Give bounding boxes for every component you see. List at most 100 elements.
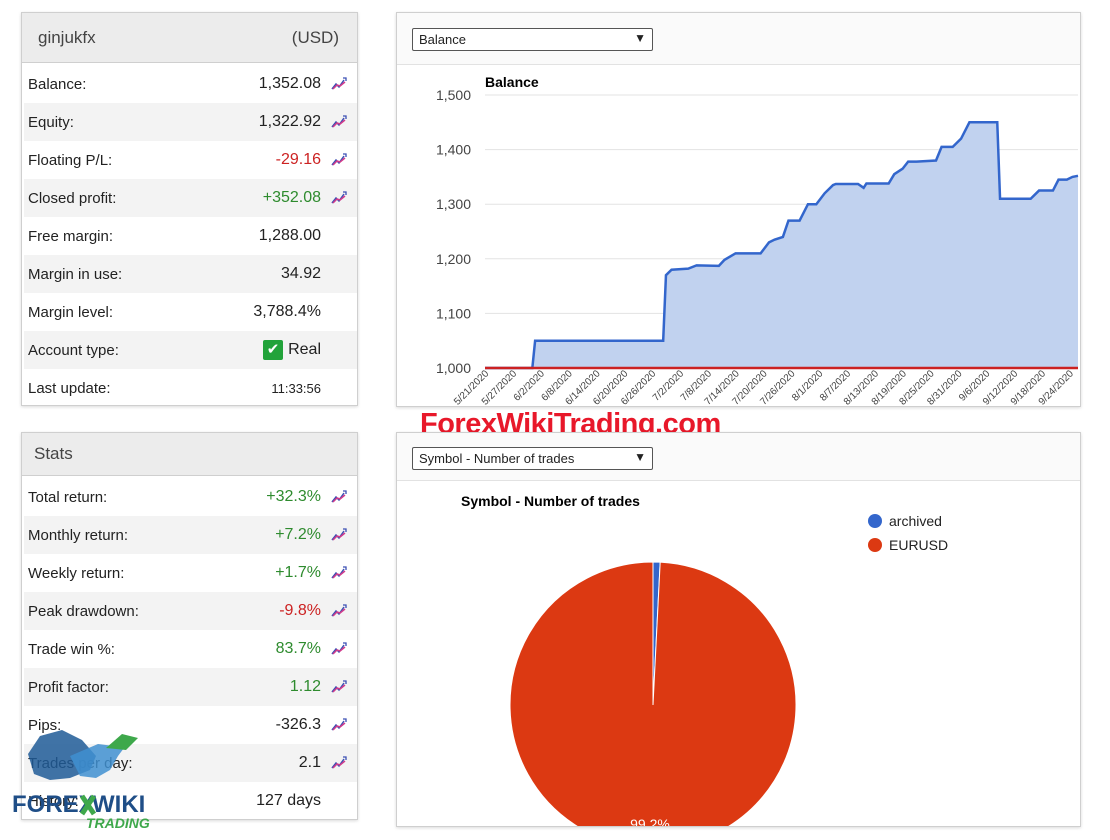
account-row-value: 1,288.00 [258,227,321,244]
account-row: Last update: 11:33:56 [24,369,357,407]
chart-icon[interactable] [321,566,357,580]
chevron-down-icon: ▼ [634,31,646,45]
stats-row: Peak drawdown: -9.8% [24,592,357,630]
account-row: Margin in use: 34.92 [24,255,357,293]
stats-row-value: 1.12 [289,678,321,695]
pie-chart-title: Symbol - Number of trades [461,493,640,509]
account-row-label: Free margin: [28,227,114,245]
svg-text:TRADING: TRADING [86,815,150,830]
stats-rows: Total return: +32.3% Monthly return: +7.2% W… [22,476,357,820]
chart-type-select-value: Balance [419,32,466,47]
stats-row: Pips: -326.3 [24,706,357,744]
chart-type-select[interactable]: Balance ▼ [412,28,653,51]
account-rows: Balance: 1,352.08 Equity: 1,322.92 Floating … [22,63,357,407]
account-row: Account type: ✔ Real [24,331,357,369]
account-row: Margin level: 3,788.4% [24,293,357,331]
account-row-label: Floating P/L: [28,151,113,169]
stats-row-value: 83.7% [275,640,321,657]
chart-icon[interactable] [321,718,357,732]
chart-icon[interactable] [321,528,357,542]
pie-chart-toolbar: Symbol - Number of trades ▼ [397,433,1080,481]
y-tick-label: 1,200 [436,251,471,267]
account-row-label: Closed profit: [28,189,117,207]
chevron-down-icon: ▼ [634,450,646,464]
chart-icon[interactable] [321,642,357,656]
stats-header: Stats [22,433,357,476]
pie-chart: Symbol - Number of trades 99.2% archived… [461,493,948,826]
balance-chart-title: Balance [485,74,539,90]
stats-row: Trade win %: 83.7% [24,630,357,668]
stats-row-value: -326.3 [275,716,321,733]
account-header: ginjukfx (USD) [22,13,357,63]
stats-row: Total return: +32.3% [24,478,357,516]
stats-row: Profit factor: 1.12 [24,668,357,706]
pie-slice-label: 99.2% [630,816,670,826]
stats-row-label: Monthly return: [28,526,129,544]
account-row-value: 3,788.4% [253,303,321,320]
legend-label[interactable]: archived [889,513,942,529]
balance-chart-panel: Balance ▼ Balance 1,000 1,100 1,200 1,300 1,… [396,12,1081,407]
stats-row-value: 2.1 [298,754,321,771]
chart-icon[interactable] [321,490,357,504]
balance-chart-toolbar: Balance ▼ [397,13,1080,65]
stats-row-label: Profit factor: [28,678,109,696]
account-row-label: Balance: [28,75,87,93]
account-row: Balance: 1,352.08 [24,65,357,103]
chart-icon[interactable] [321,191,357,205]
balance-line [485,121,1079,370]
stats-row: History: 127 days [24,782,357,820]
chart-icon[interactable] [321,756,357,770]
forex-wiki-logo: FOREX WIKI TRADING [12,730,150,830]
account-row: Free margin: 1,288.00 [24,217,357,255]
stats-row-value: +7.2% [275,526,321,543]
stats-row-value: -9.8% [279,602,321,619]
account-currency: (USD) [291,27,339,47]
stats-row-label: History: [28,792,79,810]
account-row: Closed profit: +352.08 [24,179,357,217]
account-panel: ginjukfx (USD) Balance: 1,352.08 Equity: 1,… [21,12,358,406]
legend-marker [868,538,882,552]
chart-icon[interactable] [321,604,357,618]
stats-row-label: Peak drawdown: [28,602,139,620]
pie-type-select-value: Symbol - Number of trades [419,451,575,466]
account-row-value: 1,352.08 [258,75,321,92]
account-row-value: 1,322.92 [258,113,321,130]
pie-type-select[interactable]: Symbol - Number of trades ▼ [412,447,653,470]
legend-marker [868,514,882,528]
chart-icon[interactable] [321,77,357,91]
chart-icon[interactable] [321,153,357,167]
balance-area [485,122,1078,368]
stats-row-value: 127 days [256,792,321,809]
stats-row: Weekly return: +1.7% [24,554,357,592]
y-tick-label: 1,500 [436,87,471,103]
account-row: Equity: 1,322.92 [24,103,357,141]
y-tick-label: 1,100 [436,305,471,321]
account-row-value: 11:33:56 [271,380,321,396]
stats-row-label: Pips: [28,716,62,734]
account-name: ginjukfx [38,27,96,47]
legend-label[interactable]: EURUSD [889,537,948,553]
account-row-label: Margin level: [28,303,114,321]
account-row-value: 34.92 [280,265,321,282]
account-row-label: Account type: [28,341,119,359]
account-row: Floating P/L: -29.16 [24,141,357,179]
y-tick-label: 1,000 [436,360,471,376]
account-row-value: -29.16 [275,151,321,168]
stats-row-label: Trade win %: [28,640,115,658]
svg-text:WIKI: WIKI [92,791,145,818]
y-tick-label: 1,400 [436,142,471,158]
stats-row-label: Total return: [28,488,108,506]
account-row-label: Last update: [28,379,111,397]
account-row-value: +352.08 [262,189,321,206]
stats-row-value: +32.3% [266,488,321,505]
y-tick-label: 1,300 [436,196,471,212]
checkmark-icon: ✔ [263,340,284,360]
account-row-value-text: Real [288,341,321,359]
svg-text:FOREX: FOREX [12,791,95,818]
chart-icon[interactable] [321,680,357,694]
pie-slice-eurusd[interactable] [509,561,797,826]
chart-icon[interactable] [321,115,357,129]
account-row-value: ✔ Real [201,340,321,360]
account-row-label: Margin in use: [28,265,123,283]
